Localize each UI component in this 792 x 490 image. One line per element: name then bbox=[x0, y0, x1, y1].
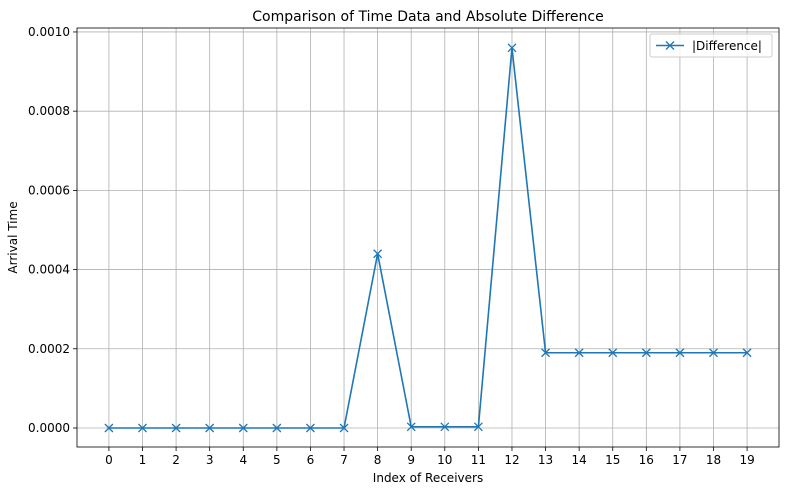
x-tick-label: 15 bbox=[605, 453, 620, 467]
x-tick-label: 2 bbox=[172, 453, 180, 467]
data-point-marker bbox=[440, 422, 450, 432]
x-tick-label: 11 bbox=[471, 453, 486, 467]
x-tick-label: 3 bbox=[206, 453, 214, 467]
data-point-marker bbox=[138, 423, 147, 433]
data-point-marker bbox=[709, 348, 718, 358]
data-point-marker bbox=[608, 348, 618, 358]
legend-label: |Difference| bbox=[692, 39, 762, 53]
x-tick-label: 8 bbox=[374, 453, 382, 467]
data-point-marker bbox=[171, 423, 181, 433]
data-point-marker bbox=[675, 348, 685, 358]
plot-frame bbox=[76, 27, 780, 448]
x-axis-label: Index of Receivers bbox=[373, 471, 483, 485]
x-tick-label: 9 bbox=[407, 453, 415, 467]
data-point-marker bbox=[742, 348, 752, 358]
x-tick-label: 6 bbox=[307, 453, 315, 467]
x-tick-label: 7 bbox=[340, 453, 348, 467]
legend-x-marker-icon bbox=[665, 41, 675, 50]
axes-ticks: 0 1 2 3 4 5 6 7 8 9 10 11 12 13 14 15 16 17 18 190.00000.00… bbox=[28, 25, 755, 467]
y-tick-label: 0.0004 bbox=[28, 263, 70, 277]
y-axis-label: Arrival Time bbox=[6, 201, 20, 273]
x-tick-label: 1 bbox=[139, 453, 147, 467]
data-point-marker bbox=[574, 348, 584, 358]
chart-title: Comparison of Time Data and Absolute Dif… bbox=[252, 9, 603, 25]
x-tick-label: 10 bbox=[437, 453, 452, 467]
y-tick-label: 0.0008 bbox=[28, 104, 70, 118]
data-point-marker bbox=[305, 423, 315, 433]
y-tick-label: 0.0010 bbox=[28, 25, 70, 39]
data-point-marker bbox=[205, 423, 215, 433]
x-tick-label: 19 bbox=[739, 453, 754, 467]
data-point-marker bbox=[507, 43, 517, 53]
series-layer bbox=[104, 43, 752, 433]
x-tick-label: 18 bbox=[706, 453, 721, 467]
data-point-marker bbox=[473, 422, 483, 432]
data-point-marker bbox=[104, 423, 114, 433]
x-tick-label: 14 bbox=[572, 453, 587, 467]
x-tick-label: 0 bbox=[105, 453, 113, 467]
data-point-marker bbox=[373, 249, 383, 259]
x-tick-label: 12 bbox=[504, 453, 519, 467]
grid bbox=[77, 28, 779, 447]
data-point-marker bbox=[272, 423, 282, 433]
y-tick-label: 0.0002 bbox=[28, 342, 70, 356]
series-line bbox=[108, 47, 748, 429]
legend: |Difference| bbox=[649, 33, 773, 58]
y-tick-label: 0.0000 bbox=[28, 421, 70, 435]
x-tick-label: 17 bbox=[672, 453, 687, 467]
x-tick-label: 13 bbox=[538, 453, 553, 467]
legend-box bbox=[649, 33, 773, 58]
data-point-marker bbox=[406, 422, 416, 432]
data-point-marker bbox=[541, 348, 551, 358]
x-tick-label: 4 bbox=[239, 453, 247, 467]
data-point-marker bbox=[641, 348, 651, 358]
x-tick-label: 5 bbox=[273, 453, 281, 467]
y-tick-label: 0.0006 bbox=[28, 183, 70, 197]
x-tick-label: 16 bbox=[639, 453, 654, 467]
data-point-marker bbox=[339, 423, 349, 433]
data-point-marker bbox=[238, 423, 248, 433]
